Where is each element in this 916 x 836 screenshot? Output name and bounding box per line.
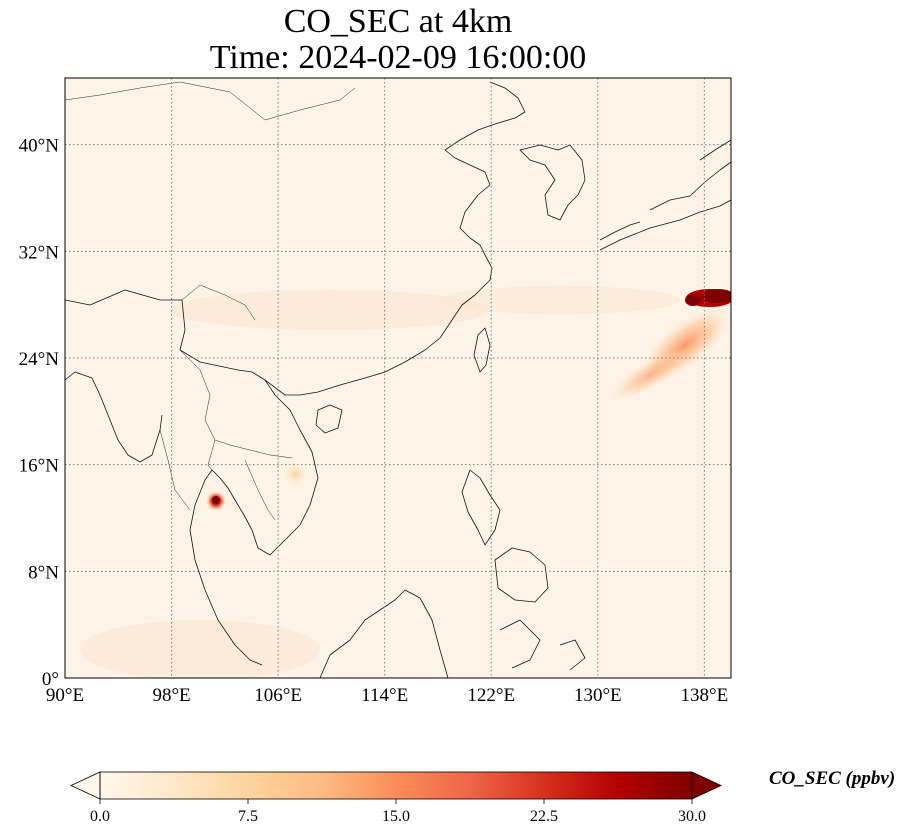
colorbar-label: CO_SEC (ppbv) xyxy=(769,768,896,789)
lon-tick-label: 106°E xyxy=(254,685,302,706)
colorbar-gradient xyxy=(100,772,692,799)
lat-tick-label: 32°N xyxy=(19,242,60,263)
lat-tick-label: 0° xyxy=(42,669,59,690)
east-plume xyxy=(610,289,731,401)
lat-tick-label: 40°N xyxy=(19,136,60,157)
map-title: CO_SEC at 4km xyxy=(283,3,513,40)
haze-band xyxy=(170,290,490,330)
colorbar-ticks: 0.0 7.5 15.0 22.5 30.0 xyxy=(90,799,706,825)
colorbar-tick-label: 15.0 xyxy=(382,808,410,825)
colorbar: 0.0 7.5 15.0 22.5 30.0 xyxy=(70,771,722,825)
colorbar-extend-max xyxy=(691,771,722,800)
colorbar-tick-label: 0.0 xyxy=(90,808,110,825)
haze-band xyxy=(440,286,680,314)
gridlines xyxy=(65,78,731,678)
vietnam-hotspot xyxy=(283,462,307,486)
lon-tick-label: 130°E xyxy=(574,685,622,706)
cambodia-hotspot-core xyxy=(212,496,220,504)
lat-tick-label: 16°N xyxy=(19,456,60,477)
colorbar-extend-min xyxy=(70,771,101,800)
coastlines xyxy=(65,81,731,678)
lat-tick-label: 8°N xyxy=(28,562,59,583)
colorbar-tick-label: 30.0 xyxy=(678,808,706,825)
field-background xyxy=(65,78,731,678)
lon-tick-label: 98°E xyxy=(152,685,190,706)
haze-band xyxy=(80,620,320,678)
lon-tick-label: 138°E xyxy=(681,685,729,706)
colorbar-tick-label: 7.5 xyxy=(238,808,258,825)
map-subtitle: Time: 2024-02-09 16:00:00 xyxy=(209,39,587,76)
lon-tick-label: 90°E xyxy=(46,685,84,706)
latitude-labels: 0° 8°N 16°N 24°N 32°N 40°N xyxy=(19,136,60,690)
lon-tick-label: 114°E xyxy=(361,685,408,706)
lat-tick-label: 24°N xyxy=(19,349,60,370)
map-frame xyxy=(64,77,732,679)
colorbar-tick-label: 22.5 xyxy=(530,808,558,825)
longitude-labels: 90°E 98°E 106°E 114°E 122°E 130°E 138°E xyxy=(46,685,728,706)
lon-tick-label: 122°E xyxy=(467,685,515,706)
